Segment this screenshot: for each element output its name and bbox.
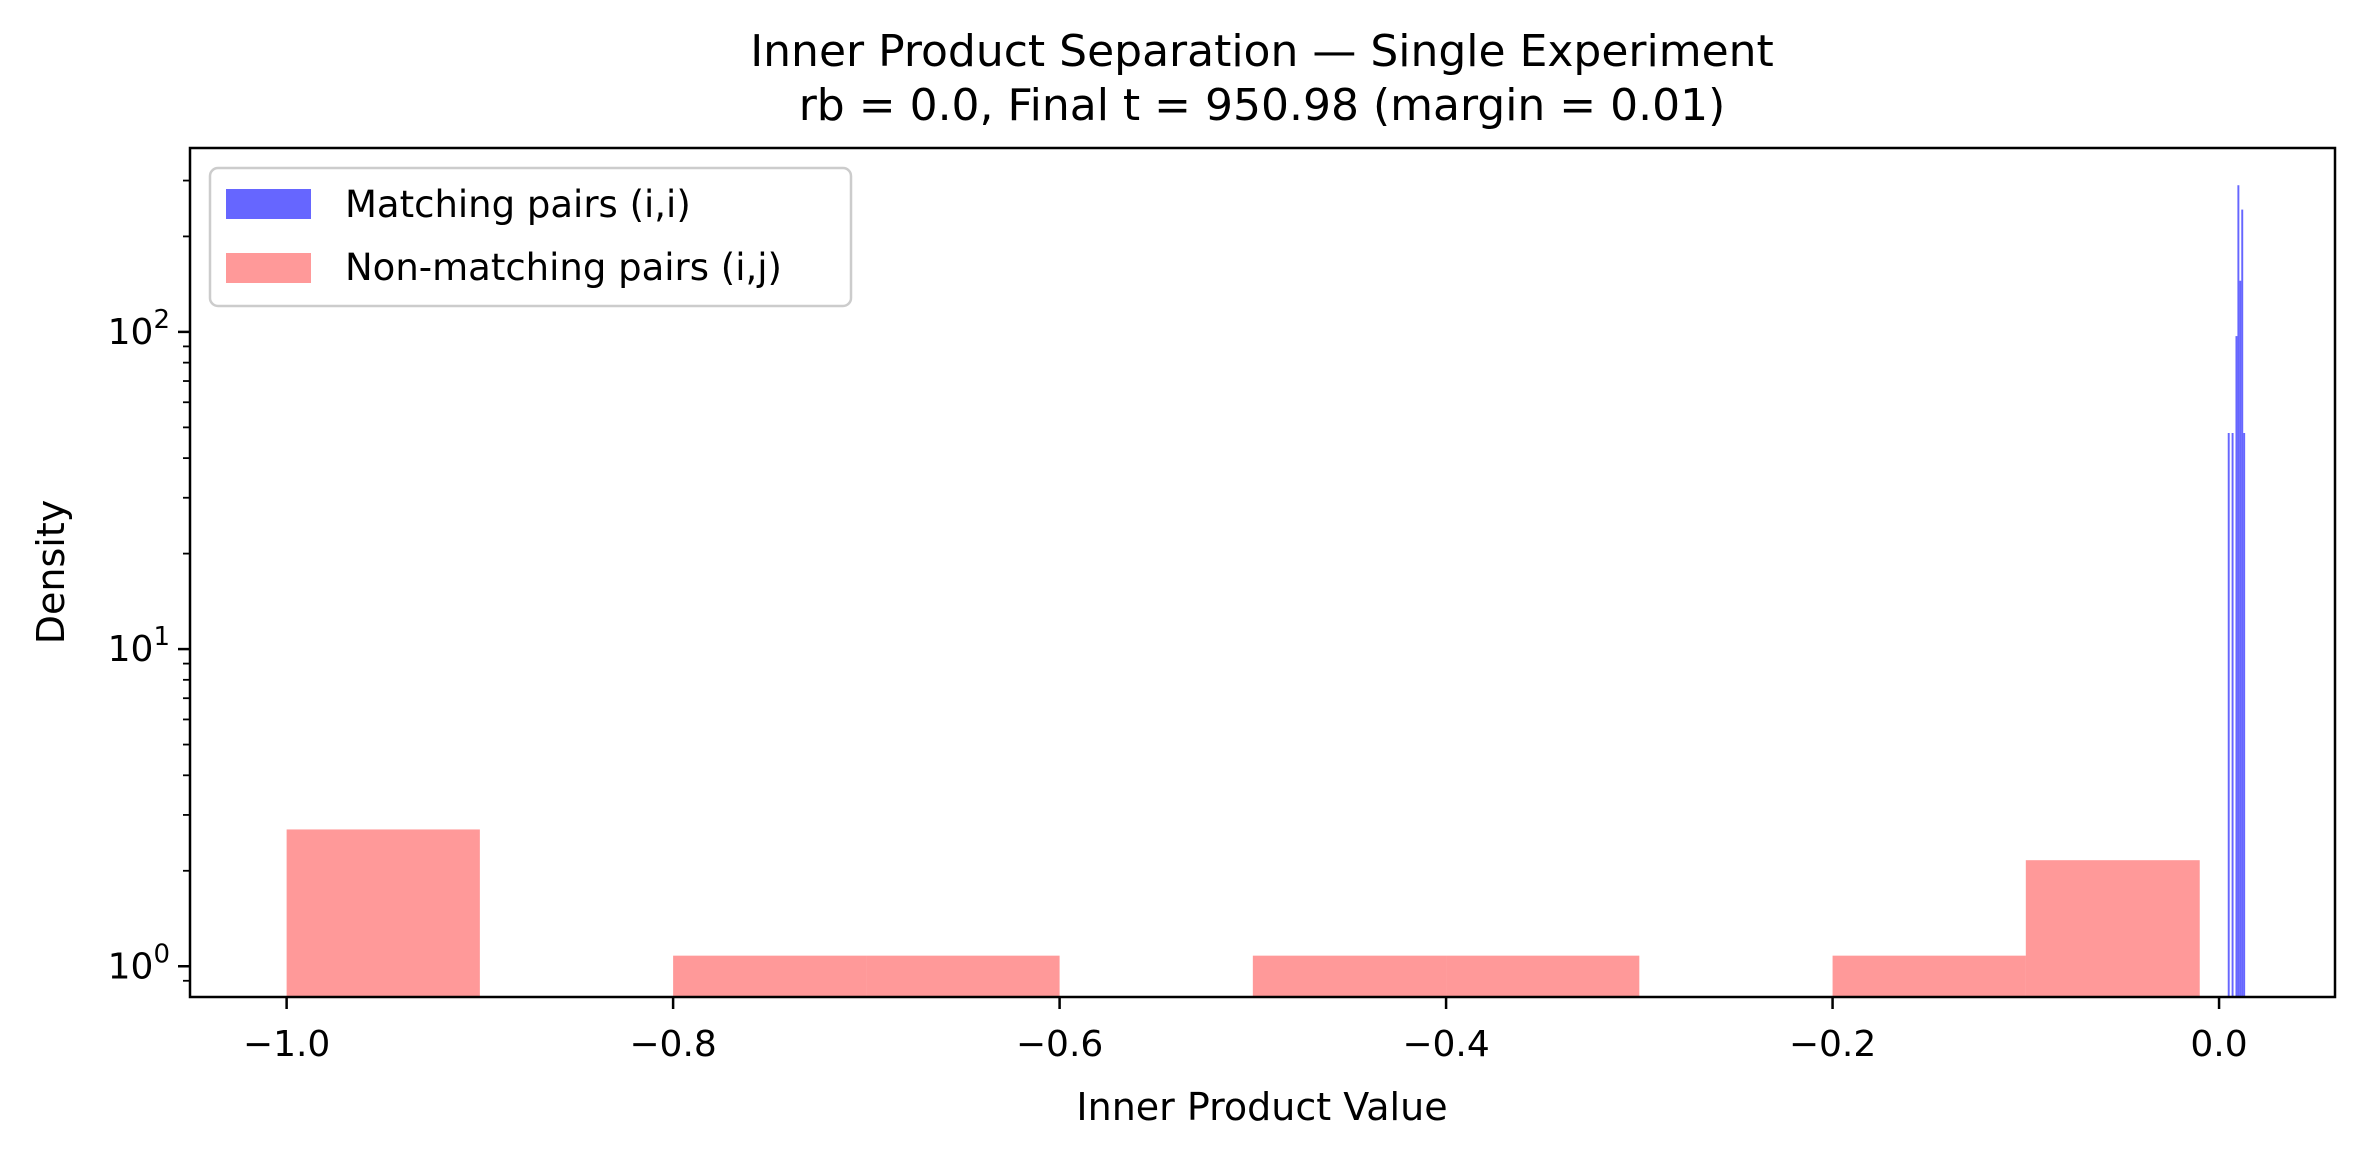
- bar-matching-8: [2243, 433, 2246, 997]
- bars-layer: [286, 185, 2246, 998]
- legend-box: [208, 166, 853, 308]
- y-tick-label-1: 101: [108, 622, 170, 670]
- bar-non-matching-5: [1252, 955, 1447, 997]
- bar-non-matching-6: [1446, 955, 1640, 997]
- legend-swatch-non-matching: [226, 253, 311, 283]
- x-tick-label-4: −0.2: [1789, 1024, 1876, 1065]
- x-tick-label-2: −0.6: [1016, 1024, 1103, 1065]
- legend-label-non-matching: Non-matching pairs (i,j): [345, 246, 782, 289]
- legend: Matching pairs (i,i) Non-matching pairs …: [208, 166, 853, 308]
- bar-matching-5: [2237, 185, 2240, 997]
- x-tick-label-1: −0.8: [629, 1024, 716, 1065]
- y-axis-label: Density: [29, 500, 73, 644]
- bar-matching-6: [2239, 280, 2242, 997]
- chart-title: Inner Product Separation — Single Experi…: [750, 26, 1774, 77]
- x-axis: −1.0 −0.8 −0.6 −0.4 −0.2 0.0: [243, 997, 2248, 1065]
- x-tick-label-0: −1.0: [243, 1024, 330, 1065]
- y-axis: 100 101 102: [108, 179, 190, 987]
- chart-subtitle: rb = 0.0, Final t = 950.98 (margin = 0.0…: [799, 80, 1726, 131]
- bar-non-matching-3: [866, 955, 1060, 997]
- bar-matching-2: [2231, 433, 2234, 997]
- y-tick-label-2: 102: [108, 305, 170, 353]
- bar-non-matching-2: [673, 955, 867, 997]
- plot-frame: [188, 146, 2337, 999]
- bar-matching-4: [2235, 336, 2238, 997]
- legend-label-matching: Matching pairs (i,i): [345, 183, 691, 226]
- x-tick-label-5: 0.0: [2190, 1024, 2247, 1065]
- bar-matching-0: [2227, 433, 2230, 997]
- x-axis-label: Inner Product Value: [1076, 1085, 1447, 1129]
- bar-non-matching-0: [286, 829, 480, 997]
- bar-matching-7: [2241, 209, 2244, 998]
- bar-non-matching-9: [2025, 860, 2200, 997]
- legend-swatch-matching: [226, 189, 311, 219]
- bar-non-matching-8: [1832, 955, 2026, 997]
- y-tick-label-0: 100: [108, 939, 170, 987]
- x-tick-label-3: −0.4: [1402, 1024, 1489, 1065]
